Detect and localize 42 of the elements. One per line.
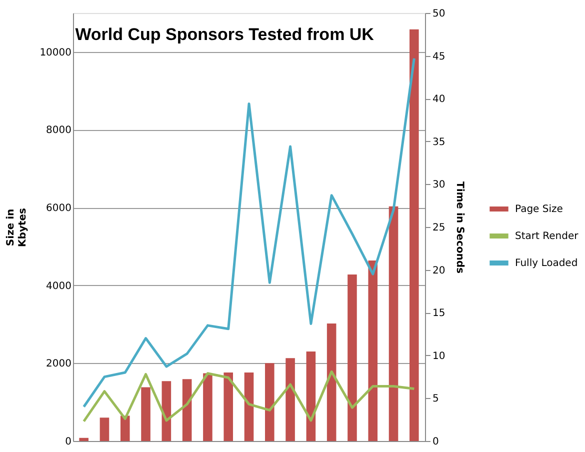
legend-label: Page Size [515,204,563,215]
text: World Cup Sponsors Tested from UK [75,25,375,44]
y2-tick-label: 30 [432,180,446,191]
bar [410,29,419,441]
bar [141,387,150,441]
bar [100,418,110,441]
y-axis-title: Size in Kbytes [6,208,29,247]
y2-tick-label: 15 [432,308,446,320]
y2-tick-label: 20 [432,265,446,276]
bar [368,260,378,441]
bar [79,438,88,441]
bar [265,363,274,441]
y2-tick-label: 5 [432,394,439,405]
legend-label: Fully Loaded [515,258,578,269]
y-tick-label: 10000 [40,47,72,58]
bar [388,206,398,441]
y2-tick-label: 25 [432,222,446,234]
legend-label: Start Render [515,231,580,242]
bar [286,358,295,441]
line-series [82,57,416,408]
bar [120,416,130,441]
y2-axis-title: Time in Seconds [454,182,466,274]
y2-tick-label: 0 [432,436,439,448]
bar [348,274,357,441]
y2-tick-label: 40 [432,94,446,106]
y-tick-label: 4000 [46,280,72,292]
line-series [82,370,416,423]
y2-tick-label: 50 [432,8,446,20]
y2-tick-label: 35 [432,136,446,148]
bar [244,372,254,441]
bar [182,379,192,441]
bar [203,373,212,441]
y2-tick-label: 45 [432,51,446,62]
bar [162,381,172,441]
y-tick-label: 8000 [46,125,72,136]
y-tick-label: 2000 [46,358,72,370]
y-tick-label: 6000 [46,203,72,214]
y2-tick-label: 10 [432,350,446,362]
bar [306,352,316,441]
bar [326,323,336,441]
y-tick-label: 0 [65,436,72,448]
bar [224,372,233,441]
